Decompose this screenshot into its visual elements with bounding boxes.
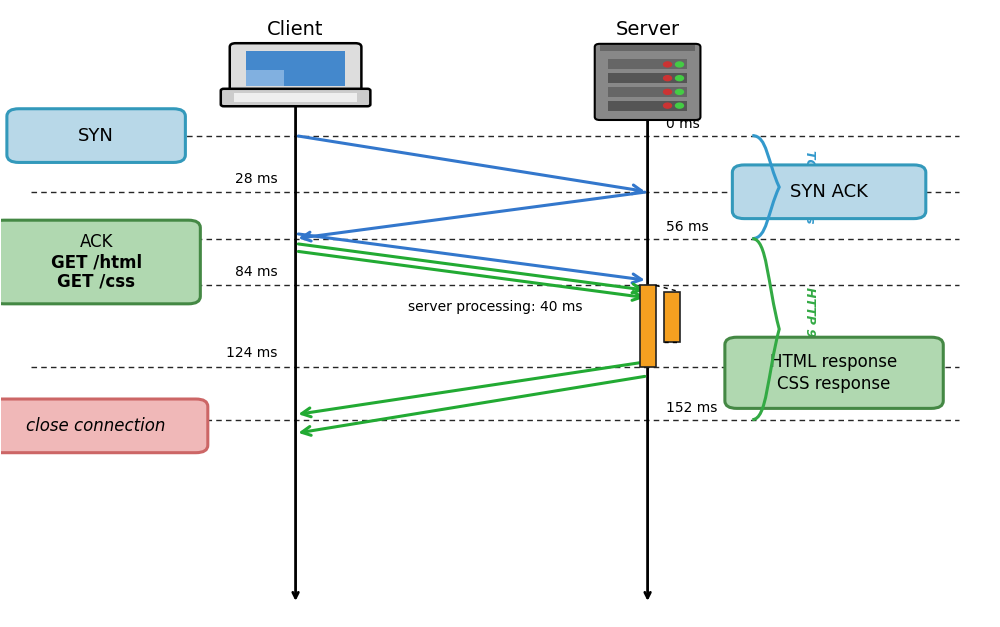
FancyBboxPatch shape	[230, 43, 361, 96]
Text: GET /html: GET /html	[51, 253, 142, 271]
Circle shape	[676, 62, 683, 67]
Circle shape	[664, 76, 672, 81]
Circle shape	[664, 103, 672, 108]
Text: 84 ms: 84 ms	[235, 265, 278, 279]
Circle shape	[676, 76, 683, 81]
FancyBboxPatch shape	[725, 337, 943, 408]
FancyBboxPatch shape	[246, 70, 284, 86]
Circle shape	[676, 90, 683, 95]
FancyBboxPatch shape	[0, 220, 200, 304]
FancyBboxPatch shape	[234, 93, 357, 102]
FancyBboxPatch shape	[595, 44, 700, 120]
Text: TCP 56 ms: TCP 56 ms	[803, 150, 816, 224]
Text: 28 ms: 28 ms	[235, 172, 278, 186]
FancyBboxPatch shape	[608, 87, 687, 97]
Text: close connection: close connection	[26, 417, 166, 435]
Text: HTML response: HTML response	[770, 352, 898, 371]
Text: ACK: ACK	[79, 233, 113, 251]
FancyBboxPatch shape	[7, 108, 185, 162]
FancyBboxPatch shape	[600, 45, 695, 51]
FancyBboxPatch shape	[608, 60, 687, 70]
FancyBboxPatch shape	[0, 399, 208, 453]
Text: SYN ACK: SYN ACK	[790, 183, 868, 201]
Circle shape	[664, 62, 672, 67]
Text: CSS response: CSS response	[777, 375, 891, 393]
FancyBboxPatch shape	[664, 292, 680, 342]
Text: server processing: 40 ms: server processing: 40 ms	[408, 300, 583, 314]
Text: Server: Server	[616, 20, 680, 39]
FancyBboxPatch shape	[608, 73, 687, 83]
Text: 124 ms: 124 ms	[226, 346, 278, 361]
FancyBboxPatch shape	[608, 101, 687, 110]
Text: 152 ms: 152 ms	[666, 401, 717, 414]
Text: SYN: SYN	[78, 127, 114, 145]
FancyBboxPatch shape	[246, 51, 345, 86]
Text: HTTP 96 ms: HTTP 96 ms	[803, 287, 816, 371]
Text: Client: Client	[267, 20, 324, 39]
Text: GET /css: GET /css	[57, 273, 135, 291]
FancyBboxPatch shape	[640, 285, 656, 367]
FancyBboxPatch shape	[732, 165, 926, 219]
Circle shape	[676, 103, 683, 108]
FancyBboxPatch shape	[221, 89, 370, 106]
Text: 56 ms: 56 ms	[666, 219, 708, 234]
Circle shape	[664, 90, 672, 95]
Text: 0 ms: 0 ms	[666, 117, 699, 130]
